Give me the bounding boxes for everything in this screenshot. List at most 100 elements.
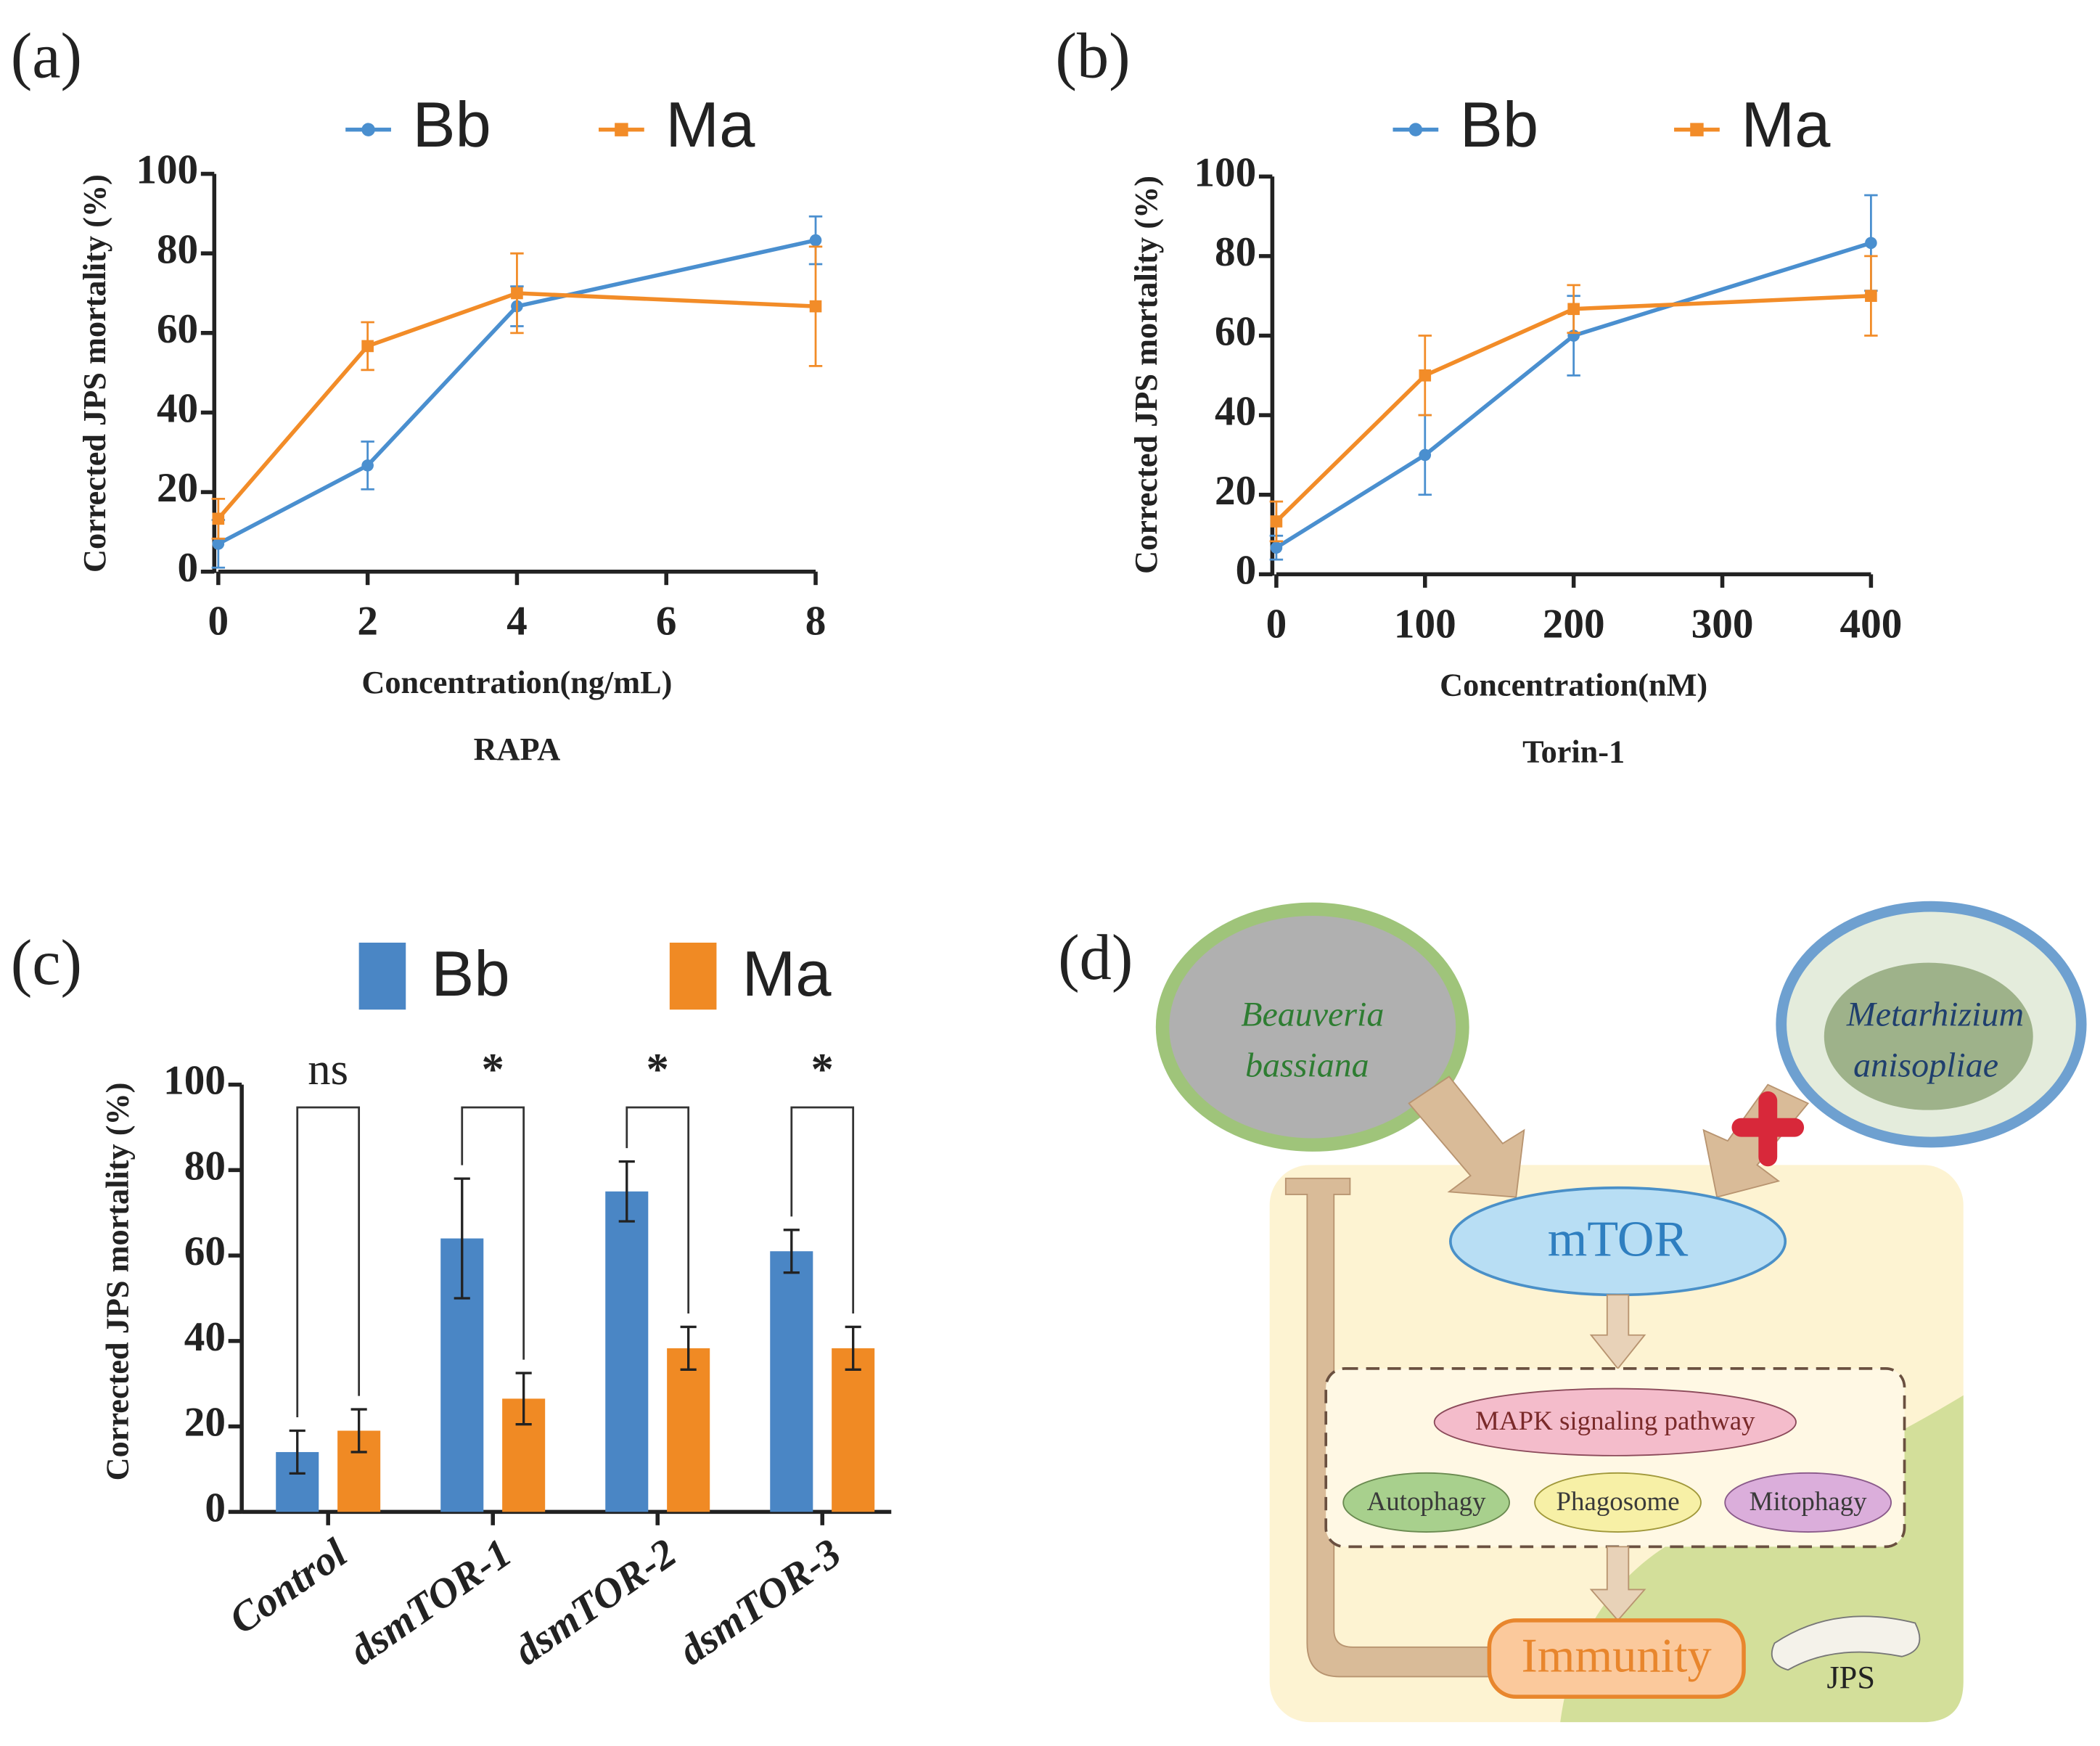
legend-marker (615, 123, 628, 136)
y-tick-label: 0 (1236, 548, 1257, 594)
legend-marker (361, 123, 375, 136)
legend-label: Bb (431, 938, 509, 1009)
marker (809, 300, 822, 313)
marker (1865, 237, 1877, 250)
marker (212, 538, 225, 550)
arrow (1702, 1083, 1810, 1198)
marker (1865, 290, 1877, 303)
marker (1270, 541, 1283, 554)
x-tick-label: 100 (1394, 601, 1456, 647)
marker (1419, 369, 1432, 382)
significance-label: * (811, 1044, 834, 1094)
y-tick-label: 40 (157, 386, 198, 432)
node-label: Immunity (1522, 1630, 1712, 1683)
x-tick-label: 200 (1543, 601, 1605, 647)
error-bar (350, 1408, 367, 1454)
error-bar (783, 1229, 800, 1274)
x-tick-label: 4 (506, 599, 528, 644)
error-bar (845, 1325, 861, 1371)
y-axis-label: Corrected JPS mortality (%) (99, 1083, 135, 1481)
bar (667, 1348, 710, 1512)
legend-label: Bb (1460, 89, 1538, 160)
y-axis-label: Corrected JPS mortality (%) (77, 174, 112, 573)
y-tick-label: 100 (163, 1058, 226, 1104)
x-tick-label: dsmTOR-3 (670, 1530, 849, 1675)
line (1274, 293, 1871, 523)
node-label: mTOR (1548, 1211, 1689, 1267)
organism-label: Beauveria (1241, 995, 1384, 1033)
line (217, 238, 816, 546)
x-axis-label: Concentration(ng/mL) (361, 665, 672, 700)
x-tick-label: dsmTOR-1 (341, 1530, 520, 1675)
x-tick-label: 300 (1691, 601, 1754, 647)
panel-label: (a) (11, 21, 82, 92)
line (216, 291, 816, 520)
block-cross (1731, 1091, 1805, 1167)
y-tick-label: 80 (1215, 229, 1256, 275)
legend-marker (1690, 123, 1704, 136)
error-bar (289, 1429, 305, 1475)
metarhizium-colony (1824, 962, 2033, 1110)
node-label: Phagosome (1556, 1486, 1679, 1516)
organism-label: Metarhizium (1846, 995, 2024, 1033)
marker (212, 512, 225, 525)
significance-bracket (461, 1106, 525, 1360)
legend-label: Bb (412, 89, 491, 160)
significance-bracket (626, 1106, 690, 1313)
y-tick-label: 60 (157, 306, 198, 352)
significance-label: * (647, 1044, 669, 1094)
node-label: Mitophagy (1750, 1486, 1868, 1516)
y-tick-label: 0 (205, 1485, 226, 1531)
significance-bracket (296, 1106, 361, 1418)
x-tick-label: 0 (208, 599, 229, 644)
marker (511, 287, 523, 300)
marker (809, 234, 822, 247)
arrow (1408, 1075, 1525, 1198)
marker (1419, 448, 1432, 462)
x-tick-label: 2 (357, 599, 378, 644)
subtitle: RAPA (474, 731, 561, 767)
x-tick-label: Control (221, 1530, 356, 1643)
organism-label: bassiana (1245, 1046, 1369, 1084)
marker (1567, 303, 1580, 316)
process-node (1342, 1472, 1510, 1533)
significance-label: * (482, 1044, 504, 1094)
mapk-node (1433, 1388, 1797, 1456)
y-tick-label: 40 (1215, 388, 1256, 434)
panel-label: (d) (1058, 922, 1133, 993)
node-label: Autophagy (1367, 1486, 1487, 1516)
legend-label: Ma (742, 938, 832, 1009)
error-bar (515, 1372, 532, 1426)
process-node (1724, 1472, 1892, 1533)
error-bar (618, 1160, 635, 1223)
y-tick-label: 80 (184, 1143, 226, 1189)
panel-label: (c) (11, 927, 82, 999)
marker (361, 340, 374, 353)
error-bar (454, 1177, 470, 1300)
y-tick-label: 100 (1194, 149, 1256, 195)
arrow (1589, 1294, 1646, 1370)
larva (1771, 1615, 1921, 1671)
node-label: MAPK signaling pathway (1475, 1406, 1755, 1435)
legend-marker (1408, 123, 1423, 136)
y-tick-label: 80 (157, 226, 198, 272)
y-tick-label: 60 (184, 1229, 226, 1274)
marker (1270, 515, 1283, 528)
beauveria-cell (1155, 902, 1469, 1152)
x-tick-label: 8 (805, 599, 827, 644)
bar (605, 1191, 649, 1512)
x-tick-label: 0 (1266, 601, 1287, 647)
significance-label: ns (308, 1044, 348, 1094)
y-tick-label: 40 (184, 1314, 226, 1360)
x-tick-label: 400 (1839, 601, 1902, 647)
marker (361, 459, 374, 472)
x-tick-label: dsmTOR-2 (506, 1530, 684, 1675)
legend-swatch (669, 942, 717, 1010)
subtitle: Torin-1 (1522, 734, 1625, 770)
legend-label: Ma (665, 89, 755, 160)
y-tick-label: 20 (157, 465, 198, 511)
bar (832, 1348, 875, 1512)
y-tick-label: 100 (136, 147, 198, 193)
bar (770, 1251, 813, 1512)
